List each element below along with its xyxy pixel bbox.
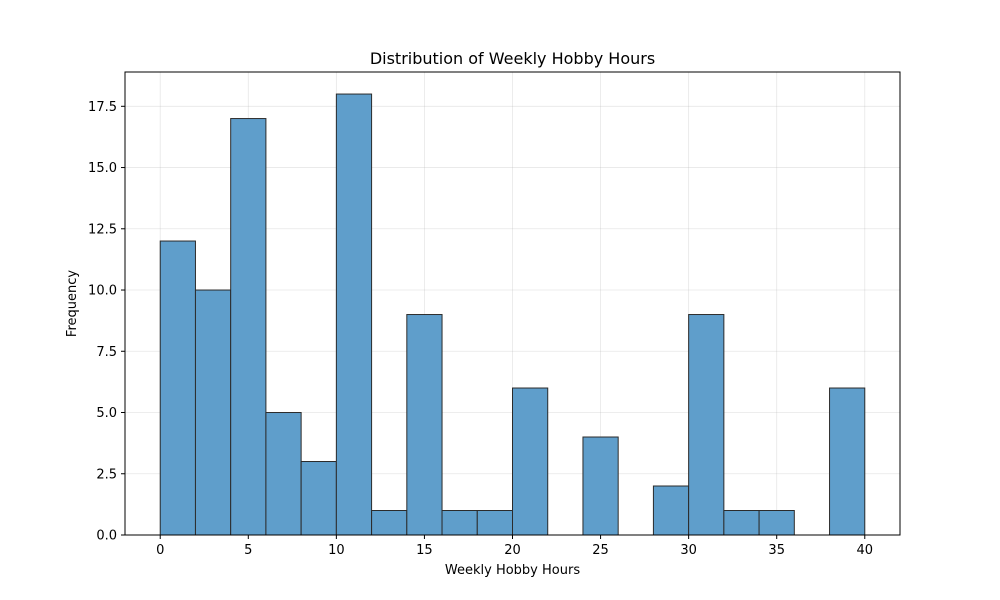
histogram-bar bbox=[300, 461, 337, 536]
histogram-bar bbox=[159, 240, 196, 536]
chart-title: Distribution of Weekly Hobby Hours bbox=[370, 49, 655, 68]
histogram-bar bbox=[406, 314, 443, 536]
y-tick-label: 15.0 bbox=[88, 161, 117, 176]
histogram-bar bbox=[758, 510, 795, 536]
y-tick-label: 5.0 bbox=[96, 406, 117, 421]
histogram-bar bbox=[582, 436, 619, 536]
y-tick-label: 12.5 bbox=[88, 222, 117, 237]
histogram-bar bbox=[652, 485, 690, 536]
x-axis-label: Weekly Hobby Hours bbox=[445, 563, 580, 578]
y-tick-label: 2.5 bbox=[96, 467, 117, 482]
histogram-bar bbox=[688, 314, 725, 536]
x-tick-label: 15 bbox=[416, 543, 433, 558]
histogram-bar bbox=[829, 387, 866, 536]
bars-layer bbox=[159, 93, 866, 536]
x-tick-label: 20 bbox=[504, 543, 521, 558]
histogram-bar bbox=[265, 412, 302, 536]
y-axis-label: Frequency bbox=[65, 270, 80, 337]
y-tick-label: 10.0 bbox=[88, 284, 117, 299]
y-tick-label: 17.5 bbox=[88, 100, 117, 115]
y-tick-label: 0.0 bbox=[96, 529, 117, 544]
histogram-bar bbox=[371, 510, 408, 536]
x-tick-label: 0 bbox=[156, 543, 164, 558]
x-tick-label: 25 bbox=[592, 543, 609, 558]
y-tick-label: 7.5 bbox=[96, 345, 117, 360]
x-tick-label: 10 bbox=[328, 543, 345, 558]
histogram-bar bbox=[194, 289, 232, 536]
histogram-bar bbox=[441, 510, 478, 536]
histogram-bar bbox=[723, 510, 760, 536]
x-tick-label: 35 bbox=[768, 543, 785, 558]
histogram-bar bbox=[512, 387, 549, 536]
histogram-bar bbox=[476, 510, 514, 536]
ticks-layer: 0 5 10 15 20 25 30 35 40 0.0 2.5 5.0 7.5 10.0 12.5 15.0… bbox=[88, 100, 873, 558]
histogram-bar bbox=[230, 118, 267, 536]
x-tick-label: 30 bbox=[680, 543, 697, 558]
histogram-bar bbox=[335, 93, 373, 536]
x-tick-label: 5 bbox=[244, 543, 252, 558]
x-tick-label: 40 bbox=[856, 543, 873, 558]
